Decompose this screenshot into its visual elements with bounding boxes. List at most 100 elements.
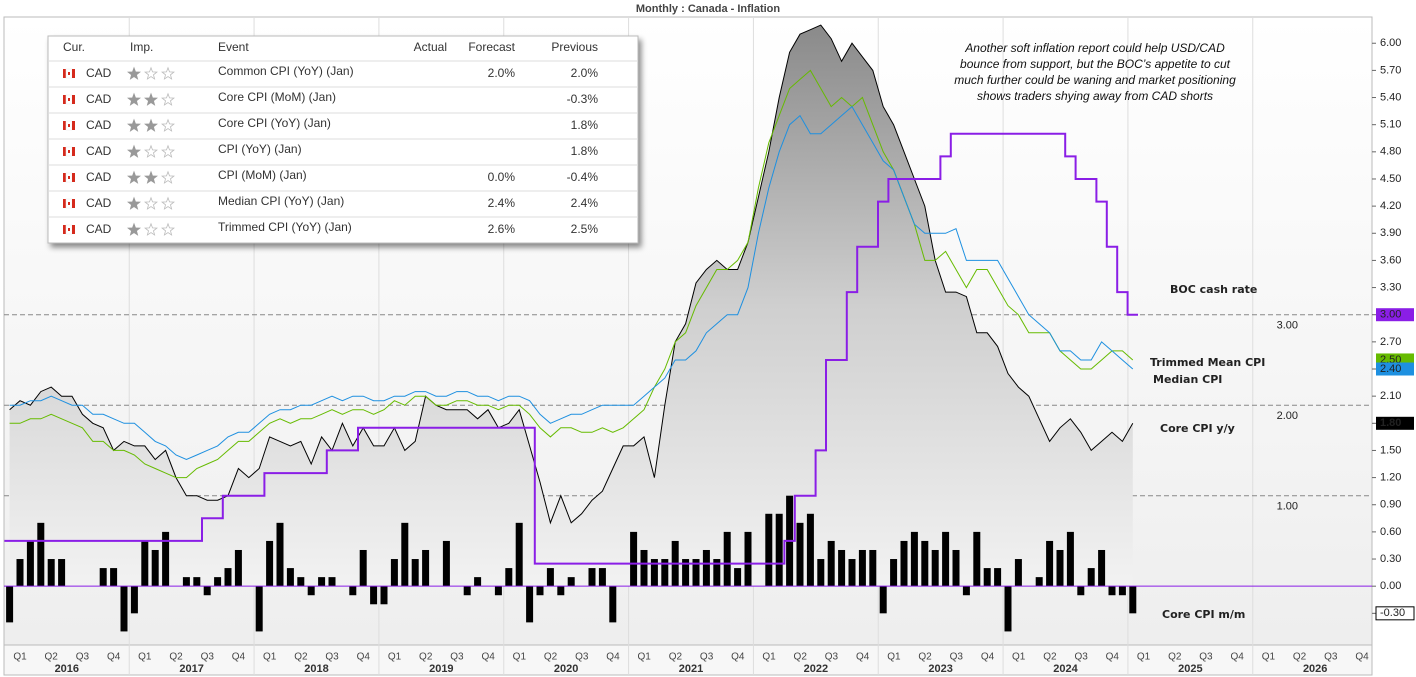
table-cell: -0.3% (567, 92, 599, 106)
bar (1004, 586, 1012, 632)
table-cell: 2.5% (571, 222, 599, 236)
star-empty (161, 144, 175, 158)
bar (162, 531, 170, 587)
x-quarter-label: Q2 (918, 652, 932, 663)
flag-leaf (68, 202, 70, 205)
star-filled (127, 144, 141, 158)
bar (983, 568, 991, 587)
star-empty (144, 196, 158, 210)
flag-left (63, 225, 66, 234)
flag-leaf (68, 72, 70, 75)
star-filled (127, 92, 141, 106)
table-cell: Trimmed CPI (YoY) (Jan) (218, 220, 352, 234)
flag-leaf (68, 124, 70, 127)
flag-right (72, 173, 75, 182)
bar (328, 577, 336, 587)
x-year-label: 2021 (679, 663, 703, 675)
star-empty (161, 196, 175, 210)
bar (130, 586, 138, 614)
bar (661, 559, 669, 587)
annotation: Another soft inflation report could help… (964, 41, 1225, 55)
x-quarter-label: Q2 (45, 652, 59, 663)
x-quarter-label: Q3 (1324, 652, 1338, 663)
x-year-label: 2020 (554, 663, 578, 675)
table-cell: CPI (MoM) (Jan) (218, 168, 307, 182)
bar (962, 586, 970, 596)
bar (973, 531, 981, 587)
y-tick-label: 4.20 (1380, 200, 1401, 212)
bar (255, 586, 263, 632)
bar (349, 586, 357, 596)
table-header: Previous (551, 40, 598, 54)
bar (422, 549, 430, 587)
bar (588, 568, 596, 587)
star-filled (144, 92, 158, 106)
x-quarter-label: Q2 (419, 652, 433, 663)
table-cell: 2.4% (488, 196, 516, 210)
chart-title: Monthly : Canada - Inflation (636, 3, 780, 15)
table-cell: 2.0% (571, 66, 599, 80)
bar (141, 540, 149, 587)
table-cell: CAD (86, 144, 112, 158)
bar (796, 522, 804, 587)
table-cell: 1.8% (571, 144, 599, 158)
flag-right (72, 95, 75, 104)
x-quarter-label: Q1 (13, 652, 27, 663)
bar (110, 568, 118, 587)
table-cell: CAD (86, 196, 112, 210)
annotation: bounce from support, but the BOC’s appet… (960, 57, 1231, 71)
bar (1066, 531, 1074, 587)
x-quarter-label: Q2 (544, 652, 558, 663)
bar (307, 586, 315, 596)
bar (921, 540, 929, 587)
bar (890, 559, 898, 587)
series-name: Core CPI m/m (1162, 608, 1245, 621)
bar (47, 559, 55, 587)
annotation: much further could be waning and market … (954, 73, 1236, 87)
y-tick-label: 0.60 (1380, 526, 1401, 538)
table-cell: CPI (YoY) (Jan) (218, 142, 302, 156)
bar (869, 549, 877, 587)
x-year-label: 2023 (928, 663, 952, 675)
star-filled (127, 222, 141, 236)
bar (26, 540, 34, 587)
bar (734, 568, 742, 587)
x-quarter-label: Q4 (1106, 652, 1120, 663)
x-quarter-label: Q3 (76, 652, 90, 663)
bar (910, 531, 918, 587)
x-quarter-label: Q3 (825, 652, 839, 663)
table-cell: Core CPI (MoM) (Jan) (218, 90, 336, 104)
bar (16, 559, 24, 587)
table-cell: 0.0% (488, 170, 516, 184)
flag-right (72, 199, 75, 208)
series-name: BOC cash rate (1170, 283, 1257, 296)
x-quarter-label: Q2 (1043, 652, 1057, 663)
y-tick-label: 6.00 (1380, 37, 1401, 49)
end-label-box (1376, 362, 1414, 376)
y-tick-label: 3.90 (1380, 227, 1401, 239)
x-quarter-label: Q1 (388, 652, 402, 663)
bar (1046, 540, 1054, 587)
bar (99, 568, 107, 587)
x-quarter-label: Q1 (1137, 652, 1151, 663)
bar (1035, 577, 1043, 587)
x-quarter-label: Q4 (232, 652, 246, 663)
star-empty (161, 118, 175, 132)
y-tick-label: 5.70 (1380, 64, 1401, 76)
x-quarter-label: Q4 (606, 652, 620, 663)
bar (380, 586, 388, 605)
table-cell: 2.4% (571, 196, 599, 210)
bar (286, 568, 294, 587)
table-cell: CAD (86, 170, 112, 184)
y-tick-label: 5.40 (1380, 91, 1401, 103)
end-label: 1.80 (1380, 417, 1401, 429)
bar (1129, 586, 1137, 614)
table-header: Forecast (468, 40, 515, 54)
bar (682, 559, 690, 587)
x-quarter-label: Q1 (263, 652, 277, 663)
step-line (4, 132, 1138, 565)
table-header: Cur. (63, 40, 85, 54)
bar (942, 531, 950, 587)
x-quarter-label: Q4 (1355, 652, 1369, 663)
